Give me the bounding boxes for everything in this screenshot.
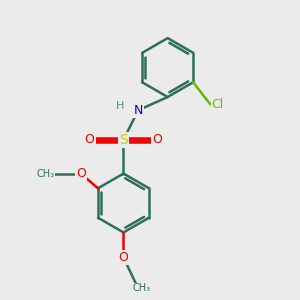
Text: O: O — [76, 167, 86, 180]
Text: O: O — [118, 251, 128, 264]
Text: Cl: Cl — [212, 98, 224, 111]
Text: CH₃: CH₃ — [36, 169, 55, 178]
Text: CH₃: CH₃ — [132, 284, 150, 293]
Text: O: O — [85, 133, 94, 146]
Text: O: O — [152, 133, 162, 146]
Text: S: S — [119, 133, 128, 147]
Text: H: H — [116, 101, 124, 111]
Text: N: N — [134, 104, 143, 117]
